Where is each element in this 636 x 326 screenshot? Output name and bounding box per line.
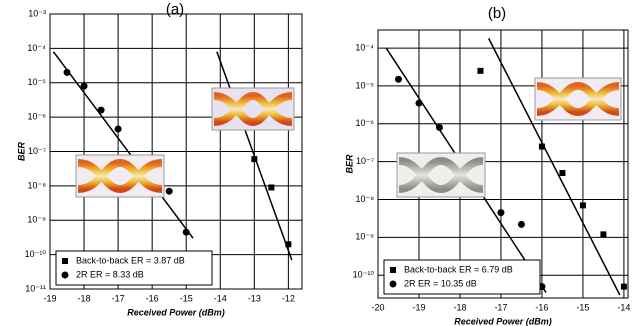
x-tick-label: -16 (146, 293, 159, 303)
y-tick-label: 10⁻⁴ (27, 43, 46, 53)
y-axis-label: BER (16, 142, 26, 162)
x-tick-label: -15 (180, 293, 193, 303)
x-tick-label: -20 (371, 302, 384, 312)
point (477, 68, 483, 74)
y-tick-label: 10⁻⁵ (28, 77, 47, 87)
eye-inset (397, 153, 485, 197)
y-tick-label: 10⁻⁴ (355, 42, 374, 52)
legend-label: 2R ER = 8.33 dB (76, 269, 144, 279)
x-tick-label: -18 (78, 293, 91, 303)
y-axis-label: BER (344, 154, 354, 174)
point (580, 202, 586, 208)
y-tick-label: 10⁻⁵ (356, 80, 375, 90)
legend: Back-to-back ER = 6.79 dB 2R ER = 10.35 d… (384, 260, 540, 294)
y-tick-label: 10⁻¹⁰ (353, 270, 375, 280)
y-tick-label: 10⁻⁹ (355, 232, 374, 242)
point (518, 221, 525, 228)
legend-label: Back-to-back ER = 6.79 dB (404, 264, 513, 274)
point (559, 170, 565, 176)
legend-label: Back-to-back ER = 3.87 dB (76, 255, 185, 265)
point (166, 188, 173, 195)
legend-marker (390, 267, 396, 273)
point (600, 231, 606, 237)
y-tick-label: 10⁻⁷ (356, 156, 374, 166)
x-tick-label: -15 (576, 302, 589, 312)
y-tick-label: 10⁻⁶ (356, 118, 375, 128)
legend-label: 2R ER = 10.35 dB (404, 278, 477, 288)
chart-title: (b) (488, 5, 506, 22)
x-tick-label: -17 (494, 302, 507, 312)
y-tick-label: 10⁻⁶ (28, 112, 47, 122)
x-tick-label: -19 (412, 302, 425, 312)
figure: -19 -18 -17 -16 -15 -14 -13 -12 10⁻³ 10⁻⁴ 10⁻⁵ 10⁻⁶… (0, 0, 636, 326)
x-tick-label: -14 (214, 293, 227, 303)
x-tick-label: -17 (112, 293, 125, 303)
y-tick-label: 10⁻³ (28, 8, 46, 18)
fit-line (53, 52, 193, 239)
legend-marker (390, 281, 397, 288)
eye-inset (212, 88, 294, 130)
y-tick-label: 10⁻⁹ (27, 215, 46, 225)
y-tick-label: 10⁻¹¹ (25, 283, 46, 293)
x-tick-label: -18 (453, 302, 466, 312)
legend: Back-to-back ER = 3.87 dB 2R ER = 8.33 dB (56, 251, 212, 285)
point (395, 76, 402, 83)
x-tick-label: -12 (282, 293, 295, 303)
y-tick-label: 10⁻⁸ (355, 194, 374, 204)
y-tick-label: 10⁻⁷ (28, 146, 46, 156)
chart-title: (a) (166, 1, 184, 18)
x-axis-label: Received Power (dBm) (454, 316, 552, 326)
legend-marker (62, 272, 69, 279)
x-tick-label: -16 (535, 302, 548, 312)
point (497, 209, 504, 216)
point (268, 184, 274, 190)
eye-inset (76, 155, 164, 197)
eye-inset (535, 78, 621, 120)
fit-line (489, 38, 620, 295)
y-tick-label: 10⁻¹⁰ (25, 249, 47, 259)
legend-marker (62, 258, 68, 264)
x-tick-label: -14 (617, 302, 630, 312)
x-axis-label: Received Power (dBm) (127, 307, 225, 317)
y-tick-label: 10⁻⁸ (27, 180, 46, 190)
point (115, 126, 122, 133)
point (621, 284, 627, 290)
x-tick-label: -19 (43, 293, 56, 303)
x-tick-label: -13 (248, 293, 261, 303)
